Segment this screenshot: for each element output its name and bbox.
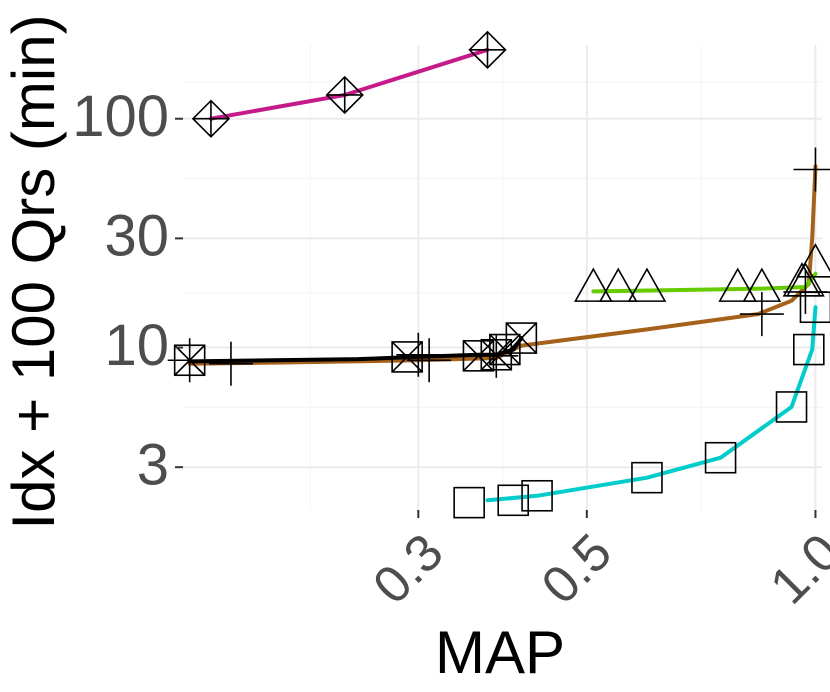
data-point bbox=[489, 333, 521, 366]
data-point bbox=[742, 267, 782, 302]
y-axis-title: Idx + 100 Qrs (min) bbox=[0, 14, 67, 529]
square-shape bbox=[462, 340, 495, 372]
square-shape bbox=[793, 333, 825, 366]
square-shape bbox=[497, 484, 530, 517]
data-point bbox=[325, 75, 364, 115]
data-point bbox=[786, 262, 825, 297]
data-point bbox=[598, 267, 638, 302]
square-shape bbox=[775, 391, 808, 423]
data-point bbox=[521, 479, 553, 512]
square-shape bbox=[489, 333, 521, 366]
data-point bbox=[799, 291, 830, 324]
data-point bbox=[173, 344, 206, 377]
y-tick-label: 10 bbox=[104, 313, 169, 378]
data-point bbox=[191, 99, 231, 138]
cross-stroke bbox=[505, 322, 537, 354]
square-shape bbox=[631, 461, 663, 494]
y-tick-label: 3 bbox=[137, 433, 169, 498]
square-shape bbox=[391, 341, 423, 373]
data-point bbox=[793, 333, 825, 366]
data-point bbox=[718, 267, 758, 302]
triangle-shape bbox=[742, 267, 782, 302]
square-shape bbox=[173, 344, 206, 377]
triangle-shape bbox=[627, 267, 667, 302]
square-shape bbox=[521, 479, 553, 512]
square-shape bbox=[704, 441, 737, 474]
data-point bbox=[391, 341, 423, 373]
square-shape bbox=[799, 291, 830, 324]
grid bbox=[183, 45, 822, 510]
data-point bbox=[208, 341, 253, 386]
x-axis-title: MAP bbox=[435, 619, 565, 686]
series-line bbox=[485, 305, 818, 503]
data-point bbox=[407, 338, 452, 383]
data-point bbox=[396, 332, 441, 377]
data-point bbox=[573, 267, 613, 302]
data-point bbox=[453, 486, 485, 519]
triangle-shape bbox=[573, 267, 613, 302]
square-shape bbox=[453, 486, 485, 519]
triangle-shape bbox=[598, 267, 638, 302]
data-point bbox=[793, 147, 830, 192]
triangle-shape bbox=[796, 243, 830, 278]
data-point bbox=[775, 391, 808, 423]
triangle-shape bbox=[718, 267, 758, 302]
cross-stroke bbox=[174, 344, 206, 376]
data-point bbox=[631, 461, 663, 494]
triangle-shape bbox=[786, 262, 825, 297]
data-point bbox=[505, 322, 538, 354]
data-point bbox=[739, 292, 784, 337]
y-tick-label: 30 bbox=[104, 204, 169, 269]
data-point bbox=[497, 484, 530, 517]
x-tick-label: 1.0 bbox=[760, 523, 830, 615]
y-tick-label: 100 bbox=[72, 84, 169, 149]
cross-stroke bbox=[391, 341, 423, 373]
series-line bbox=[187, 164, 818, 366]
axis-ticks: 0.3 0.5 1.0 3 10 30 100 bbox=[72, 84, 830, 615]
data-point bbox=[796, 243, 830, 278]
data-markers bbox=[167, 30, 830, 519]
cross-stroke bbox=[489, 333, 521, 366]
square-shape bbox=[480, 338, 513, 371]
data-point bbox=[468, 30, 507, 69]
data-point bbox=[704, 441, 737, 474]
x-tick-label: 0.5 bbox=[531, 523, 623, 615]
data-point bbox=[627, 267, 667, 302]
square-shape bbox=[505, 322, 538, 354]
x-tick-label: 0.3 bbox=[362, 523, 454, 615]
